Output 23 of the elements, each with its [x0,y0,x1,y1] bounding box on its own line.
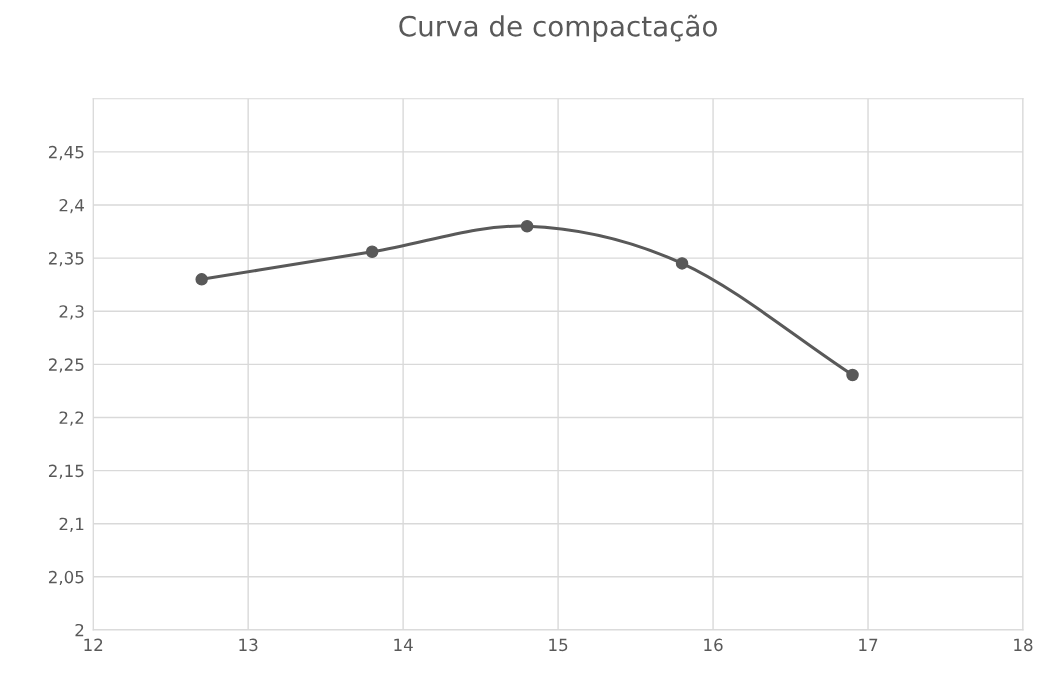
y-tick-label: 2,3 [59,305,84,320]
point [365,245,379,258]
y-tick-label: 2,15 [48,464,84,479]
x-tick-label: 14 [394,638,413,651]
x-tick-label: 18 [1014,638,1033,652]
point [520,219,534,233]
x-tick-label: 16 [704,638,723,652]
y-tick-label: 2,35 [48,252,84,267]
y-tick-label: 2,2 [59,411,84,426]
point [846,368,859,382]
y-tick-label: 2,05 [48,570,84,586]
chart-title: Curva de compactação [399,14,717,43]
point [195,273,208,286]
y-tick-label: 2 [75,623,84,637]
y-tick-label: 2,1 [59,517,84,532]
x-tick-label: 13 [239,638,258,652]
point [675,257,689,270]
y-tick-label: 2,4 [59,198,84,214]
y-tick-label: 2,25 [48,358,84,373]
x-tick-label: 15 [549,638,568,652]
x-tick-label: 17 [859,638,878,651]
x-tick-label: 12 [84,638,103,651]
y-tick-label: 2,45 [48,145,84,161]
